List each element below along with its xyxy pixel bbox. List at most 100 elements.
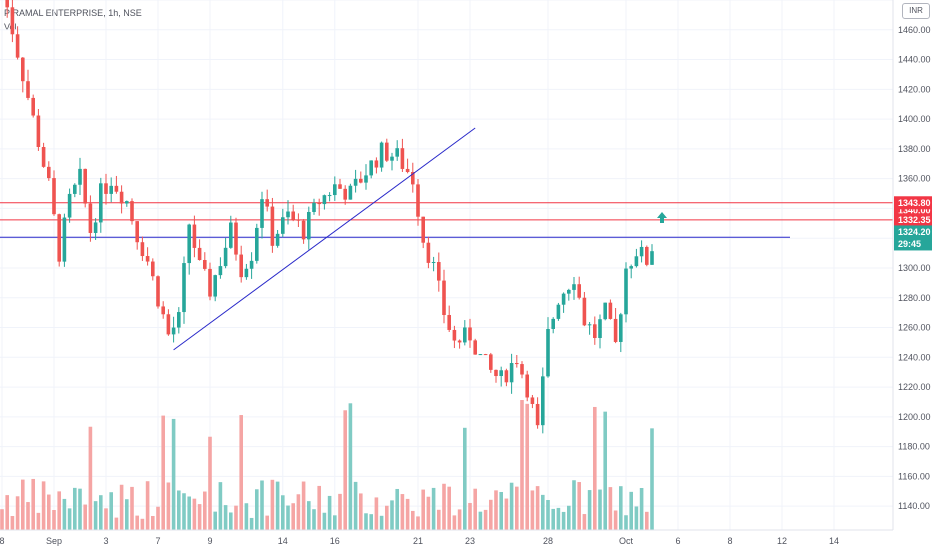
candle-body <box>473 340 477 355</box>
volume-bar <box>52 510 56 530</box>
y-tick-label: 1160.00 <box>898 471 930 481</box>
volume-bar <box>36 512 41 530</box>
volume-bar <box>260 480 264 530</box>
candle-body <box>343 188 347 200</box>
candle-body <box>483 354 488 356</box>
volume-bar <box>525 403 529 530</box>
volume-bar <box>15 496 20 530</box>
volume-bar <box>587 490 592 530</box>
volume-bar <box>296 494 301 530</box>
volume-bar <box>192 498 197 530</box>
y-tick-label: 1280.00 <box>898 293 931 303</box>
candle-body <box>442 280 446 316</box>
volume-bar <box>223 505 228 530</box>
volume-bar <box>31 478 35 530</box>
volume-bar <box>62 498 67 530</box>
candle-body <box>208 268 212 297</box>
volume-bar <box>478 511 483 530</box>
x-tick-label: Sep <box>46 536 62 546</box>
candle-body <box>426 242 431 263</box>
candle-body <box>192 224 197 248</box>
volume-bar <box>249 517 254 530</box>
y-tick-label: 1240.00 <box>898 352 931 362</box>
volume-bar <box>67 508 72 530</box>
y-tick-label: 1400.00 <box>898 114 931 124</box>
volume-bar <box>333 515 337 530</box>
candle-body <box>457 340 462 343</box>
volume-bar <box>26 502 30 530</box>
candle-body <box>78 168 82 185</box>
x-tick-label: 12 <box>777 536 787 546</box>
volume-bar <box>457 509 462 530</box>
volume-bar <box>218 482 223 530</box>
volume-bar <box>275 481 280 530</box>
volume-bar <box>619 486 623 530</box>
volume-bar <box>197 504 202 530</box>
volume-bar <box>83 504 87 530</box>
candle-body <box>239 254 243 278</box>
candle-body <box>489 354 493 370</box>
candle-body <box>385 142 389 161</box>
candle-body <box>348 185 353 200</box>
volume-bar <box>109 492 113 530</box>
candle-body <box>249 260 254 269</box>
candle-body <box>265 199 269 207</box>
candle-body <box>551 318 555 329</box>
volume-bar <box>515 486 519 530</box>
countdown-tag-bg <box>894 237 932 251</box>
candle-body <box>556 304 561 319</box>
x-tick-label: 21 <box>413 536 423 546</box>
candle-body <box>260 199 264 228</box>
candle-body <box>255 227 259 261</box>
volume-bar <box>0 509 4 530</box>
candle-body <box>36 115 41 148</box>
candle-body <box>582 297 587 326</box>
candle-body <box>177 312 181 328</box>
candle-body <box>223 247 228 267</box>
candle-body <box>645 246 649 265</box>
legend-title: PIRAMAL ENTERPRISE, 1h, NSE <box>4 8 142 18</box>
volume-bar <box>411 510 415 530</box>
candle-body <box>390 156 394 161</box>
volume-bar <box>286 505 290 530</box>
volume-bar <box>359 493 363 530</box>
candle-body <box>608 302 613 319</box>
x-tick-label: Oct <box>619 536 634 546</box>
candle-body <box>629 266 633 269</box>
volume-bar <box>541 494 545 530</box>
candle-body <box>161 306 165 315</box>
x-tick-label: 6 <box>675 536 680 546</box>
countdown-tag: 29:45 <box>898 239 921 249</box>
candle-body <box>359 178 363 183</box>
volume-bar <box>208 436 212 530</box>
candle-body <box>5 0 9 8</box>
volume-bars <box>0 400 654 530</box>
volume-bar <box>88 426 93 530</box>
volume-bar <box>187 496 191 530</box>
volume-bar <box>520 400 524 530</box>
volume-bar <box>650 428 654 530</box>
volume-bar <box>104 508 108 530</box>
volume-bar <box>21 479 25 530</box>
x-tick-label: 23 <box>465 536 475 546</box>
candle-body <box>83 168 87 204</box>
candle-body <box>281 217 285 234</box>
y-tick-label: 1440.00 <box>898 55 931 65</box>
candle-body <box>421 216 425 243</box>
volume-bar <box>57 491 61 530</box>
candle-body <box>171 327 176 335</box>
candle-body <box>411 172 415 185</box>
candle-body <box>244 268 249 278</box>
candle-body <box>603 302 607 320</box>
candle-body <box>504 370 509 383</box>
candle-body <box>535 403 540 426</box>
candle-body <box>119 191 124 204</box>
currency-badge[interactable]: INR <box>902 3 930 19</box>
candle-body <box>109 185 113 194</box>
trendline <box>173 127 476 351</box>
x-tick-label: 14 <box>829 536 839 546</box>
candle-body <box>145 256 150 262</box>
candle-body <box>634 256 639 267</box>
volume-bar <box>613 510 618 530</box>
